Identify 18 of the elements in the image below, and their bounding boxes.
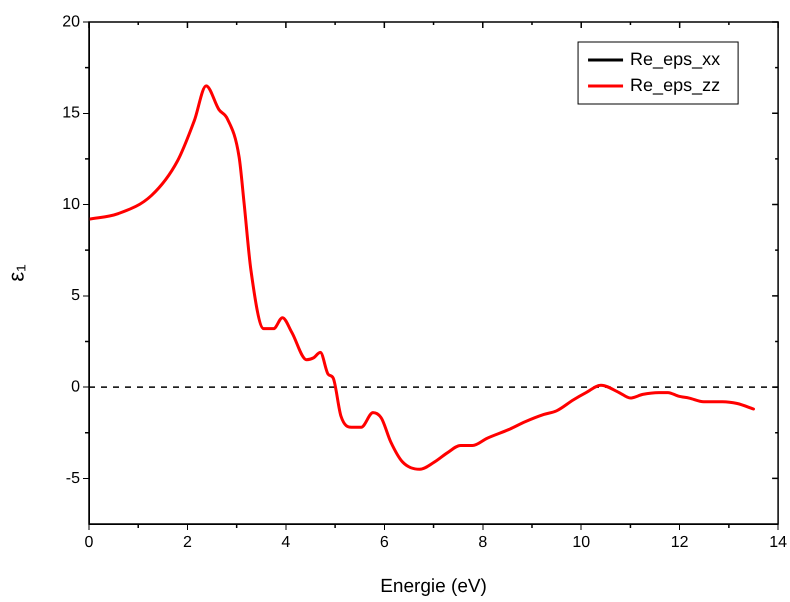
x-tick-label: 8 [478, 534, 488, 552]
x-tick-label: 2 [182, 534, 192, 552]
x-tick-label: 10 [572, 534, 590, 552]
x-axis-title: Energie (eV) [380, 576, 487, 597]
y-tick-label: -5 [66, 470, 80, 487]
x-tick-label: 4 [281, 534, 290, 552]
y-tick-label: 5 [71, 287, 80, 304]
y-tick-label: 10 [62, 196, 80, 213]
x-tick-label: 0 [84, 534, 94, 552]
legend-label: Re_eps_zz [630, 74, 720, 95]
legend-label: Re_eps_xx [630, 48, 720, 69]
y-tick-label: 15 [62, 104, 80, 122]
y-tick-label: 0 [71, 378, 80, 396]
x-tick-label: 12 [670, 534, 689, 552]
y-axis-title: ε₁ [3, 264, 28, 282]
x-tick-label: 14 [769, 534, 788, 552]
y-tick-label: 20 [62, 13, 80, 30]
x-tick-label: 6 [380, 534, 389, 552]
